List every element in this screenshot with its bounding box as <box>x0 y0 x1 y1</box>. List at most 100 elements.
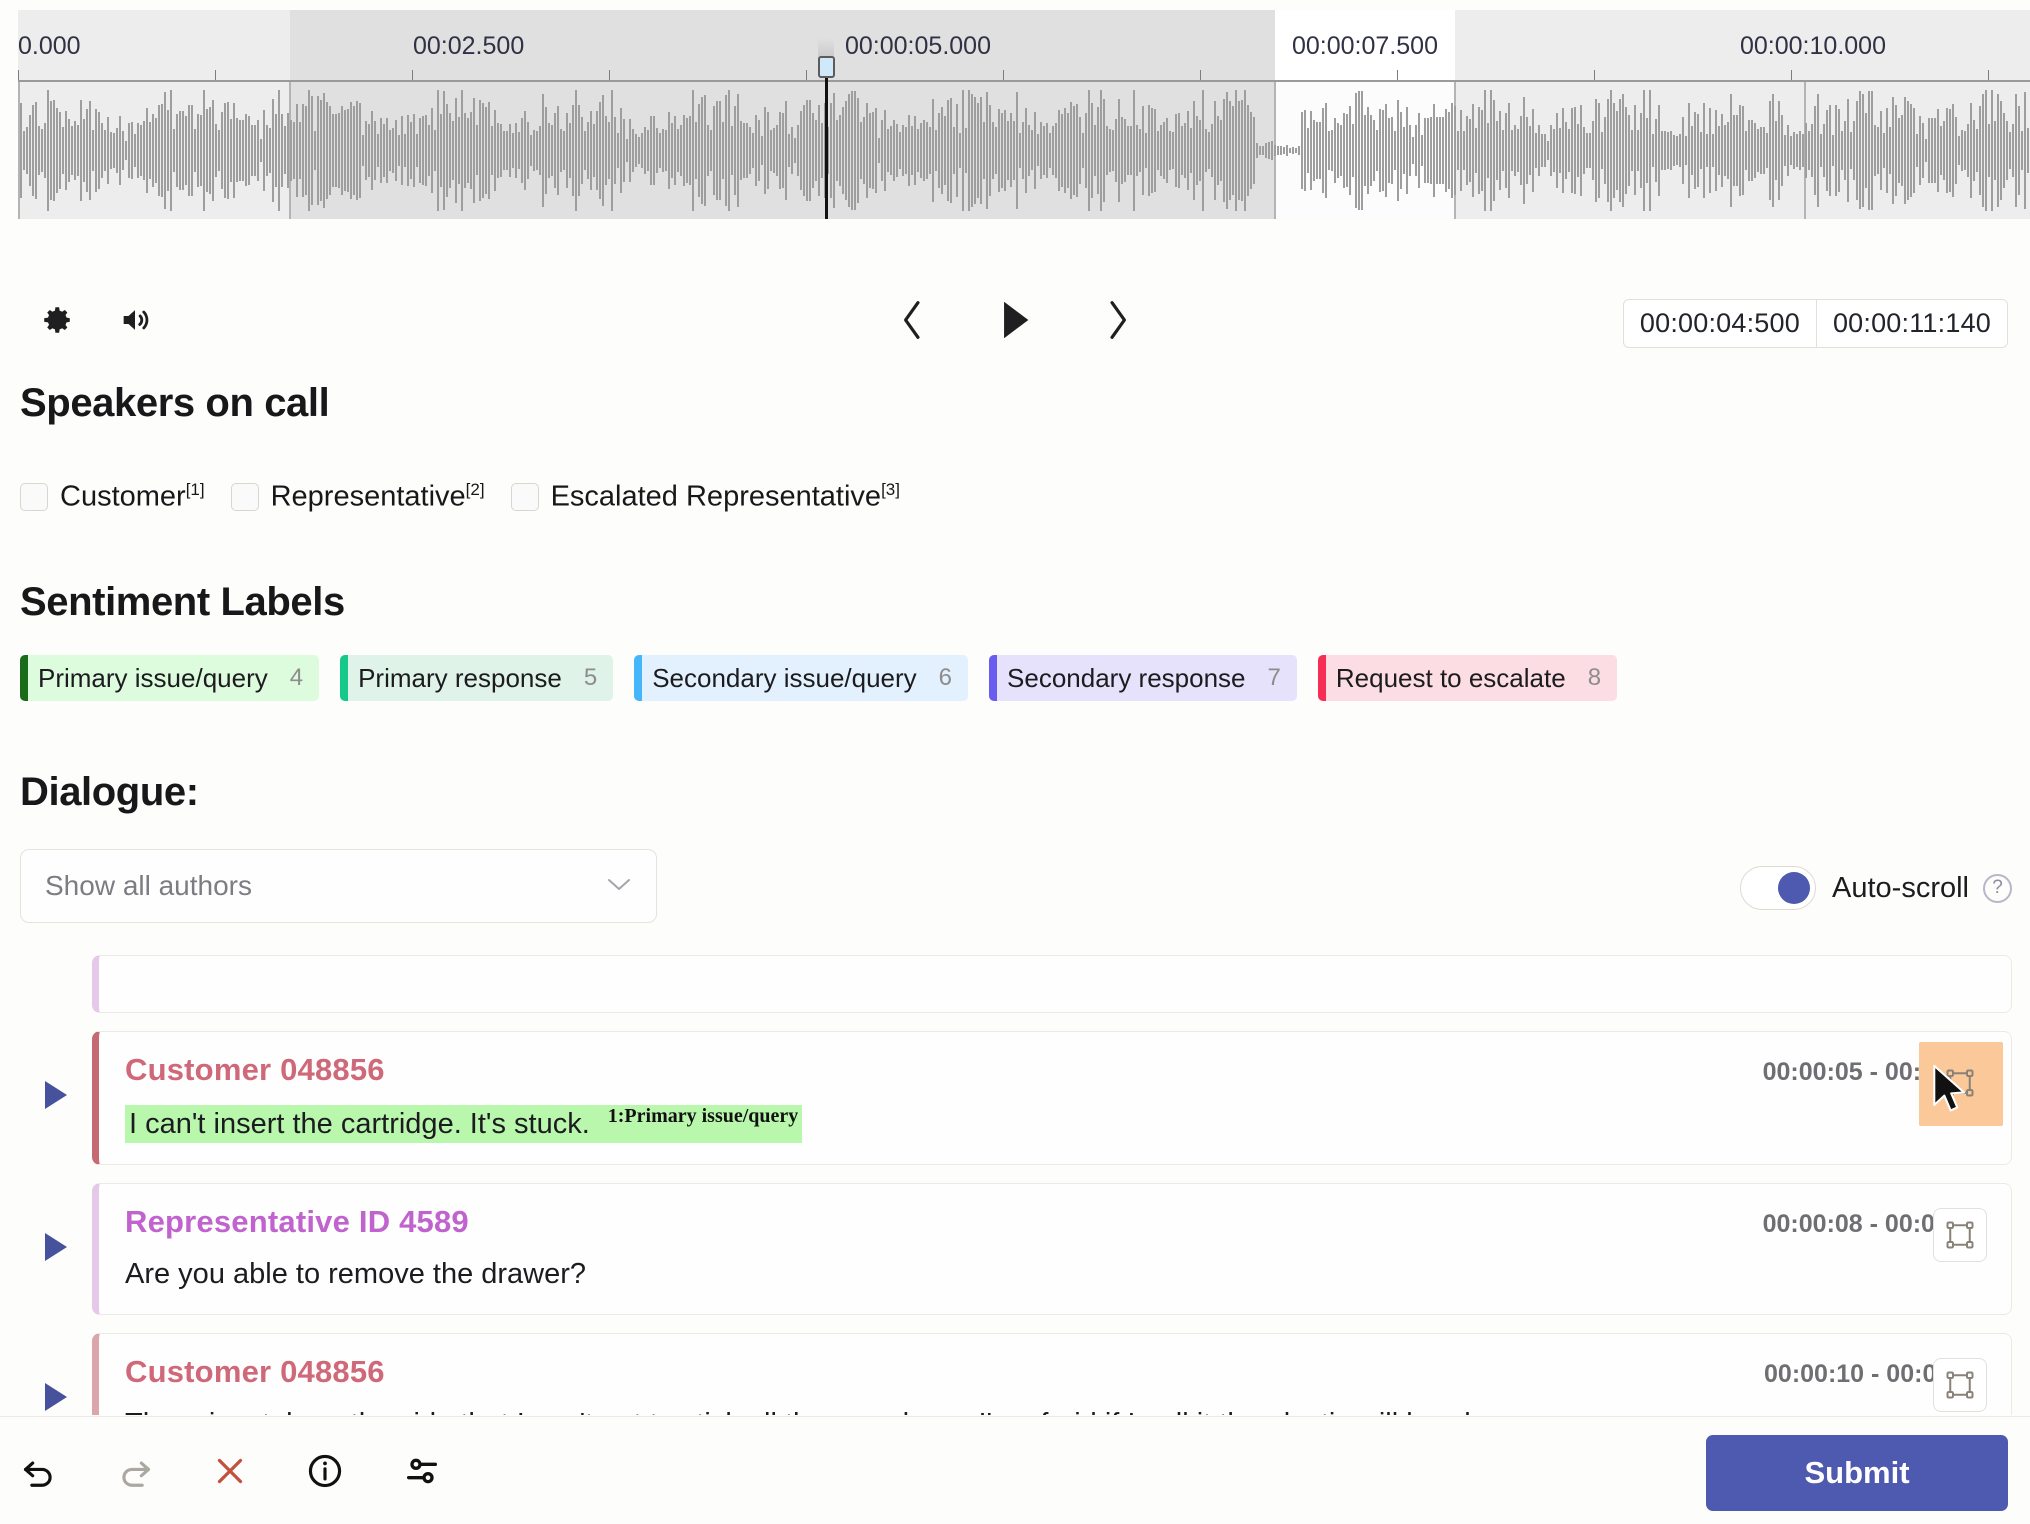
sentiment-heading: Sentiment Labels <box>20 580 345 624</box>
chip-hotkey: 6 <box>938 664 953 691</box>
clear-icon[interactable] <box>212 1453 248 1489</box>
play-icon[interactable] <box>998 299 1032 341</box>
utterance: I can't insert the cartridge. It's stuck… <box>125 1104 1985 1143</box>
gear-icon[interactable] <box>40 303 74 337</box>
speaker-checkbox-escalated-representative[interactable]: Escalated Representative[3] <box>510 480 900 514</box>
auto-scroll-toggle[interactable] <box>1740 866 1816 910</box>
sentiment-label-chip[interactable]: Secondary issue/query 6 <box>634 655 969 701</box>
play-icon[interactable] <box>45 1081 67 1109</box>
chip-color-edge <box>634 655 643 701</box>
author-filter-value: Show all authors <box>45 870 253 901</box>
time-readout-group: 00:00:04:500 00:00:11:140 <box>1622 299 2008 348</box>
list-item-partial[interactable] <box>92 955 2012 1013</box>
label-annotation: 1:Primary issue/query <box>607 1105 799 1127</box>
utterance: Are you able to remove the drawer? <box>125 1256 1985 1292</box>
submit-button[interactable]: Submit <box>1706 1435 2008 1511</box>
chevron-down-icon <box>606 876 632 897</box>
waveform-panel[interactable]: 0.000 00:02.500 00:00:05.000 00:00:07.50… <box>0 0 2030 285</box>
region-select-icon[interactable] <box>1933 1358 1987 1413</box>
speaker-label: Representative[2] <box>270 480 485 513</box>
ruler-segment <box>1275 10 1455 82</box>
speaker-label: Escalated Representative[3] <box>550 480 900 513</box>
entry-play-column <box>20 1333 92 1412</box>
region-select-icon[interactable] <box>1933 1207 1987 1262</box>
play-icon[interactable] <box>45 1383 67 1412</box>
sentiment-label-chip[interactable]: Primary response 5 <box>340 655 614 701</box>
dialogue-entry[interactable]: Customer 048856 00:00:05 - 00:00:07 I can'… <box>20 1031 2012 1165</box>
chip-label: Primary issue/query <box>38 662 268 693</box>
utterance-highlight[interactable]: I can't insert the cartridge. It's stuck… <box>125 1104 594 1143</box>
entry-play-column <box>20 1031 92 1109</box>
chip-label: Secondary response <box>1007 662 1246 693</box>
ruler-baseline <box>18 80 2030 82</box>
ruler-label-3: 00:00:07.500 <box>1292 32 1438 60</box>
utterance-text[interactable]: Are you able to remove the drawer? <box>125 1257 587 1290</box>
ruler-label-4: 00:00:10.000 <box>1740 32 1886 60</box>
ruler-segment <box>1455 10 2030 82</box>
help-circle-icon[interactable]: ? <box>1983 873 2012 903</box>
dialogue-entry[interactable]: Representative ID 4589 00:00:08 - 00:00:1… <box>20 1182 2012 1316</box>
region-end-time[interactable]: 00:00:11:140 <box>1815 300 2007 347</box>
sentiment-label-chip[interactable]: Primary issue/query 4 <box>20 655 320 701</box>
dialogue-card[interactable]: Customer 048856 00:00:05 - 00:00:07 I can'… <box>92 1031 2012 1165</box>
playhead-handle[interactable] <box>818 56 835 78</box>
speaker-checkbox-representative[interactable]: Representative[2] <box>230 480 485 514</box>
playhead[interactable] <box>825 60 828 219</box>
dialogue-list[interactable]: Customer 048856 00:00:05 - 00:00:07 I can'… <box>20 955 2012 1415</box>
dialogue-entries: Customer 048856 00:00:05 - 00:00:07 I can'… <box>20 1031 2012 1415</box>
ruler-label-2: 00:00:05.000 <box>845 32 991 60</box>
volume-icon[interactable] <box>118 303 152 337</box>
dialogue-heading: Dialogue: <box>20 770 199 814</box>
ruler-label-0: 0.000 <box>18 32 81 60</box>
chip-hotkey: 4 <box>289 664 304 691</box>
transport-bar: 00:00:04:500 00:00:11:140 <box>0 285 2030 355</box>
checkbox-box[interactable] <box>20 482 48 511</box>
region-start-time[interactable]: 00:00:04:500 <box>1639 308 1800 338</box>
chip-color-edge <box>20 655 28 701</box>
utterance-text[interactable]: There is a tab on the side that I can't … <box>125 1408 1487 1415</box>
ruler-segment <box>290 10 1275 82</box>
region-boundary[interactable] <box>18 82 20 219</box>
chip-label: Primary response <box>358 662 562 693</box>
timeline-ruler[interactable]: 0.000 00:02.500 00:00:05.000 00:00:07.50… <box>0 10 2030 82</box>
checkbox-box[interactable] <box>230 482 259 511</box>
utterance: There is a tab on the side that I can't … <box>125 1406 1985 1415</box>
chip-hotkey: 8 <box>1587 664 1602 691</box>
speaker-name: Customer 048856 <box>125 1354 385 1390</box>
ruler-label-1: 00:02.500 <box>413 32 525 60</box>
bottom-toolbar: Submit <box>0 1416 2030 1524</box>
chip-hotkey: 5 <box>583 664 598 691</box>
region-select-icon[interactable] <box>1933 1056 1987 1110</box>
redo-icon <box>116 1452 154 1490</box>
speakers-heading: Speakers on call <box>20 381 330 425</box>
sentiment-label-chip[interactable]: Secondary response 7 <box>989 655 1297 701</box>
speaker-checkbox-customer[interactable]: Customer[1] <box>20 480 205 514</box>
auto-scroll-control: Auto-scroll ? <box>1740 866 2012 910</box>
chip-color-edge <box>340 655 349 701</box>
chevron-right-icon[interactable] <box>1102 299 1132 341</box>
play-icon[interactable] <box>45 1232 67 1261</box>
ruler-segment <box>18 10 290 82</box>
chip-label: Secondary issue/query <box>652 662 917 693</box>
chip-color-edge <box>989 655 998 701</box>
chip-hotkey: 7 <box>1267 664 1281 691</box>
dialogue-card[interactable]: Representative ID 4589 00:00:08 - 00:00:1… <box>92 1182 2012 1316</box>
author-filter-select[interactable]: Show all authors <box>20 849 657 923</box>
info-icon[interactable] <box>306 1452 344 1490</box>
chip-color-edge <box>1317 655 1326 701</box>
speaker-name: Customer 048856 <box>125 1052 385 1087</box>
entry-play-column <box>20 1183 92 1261</box>
settings-sliders-icon[interactable] <box>402 1451 442 1491</box>
checkbox-box[interactable] <box>510 482 539 511</box>
chevron-left-icon[interactable] <box>898 299 928 341</box>
chip-label: Request to escalate <box>1335 662 1566 693</box>
undo-icon[interactable] <box>20 1452 58 1490</box>
speakers-checkbox-group: Customer[1] Representative[2] Escalated Re… <box>20 480 900 514</box>
sentiment-label-chip[interactable]: Request to escalate 8 <box>1317 655 1618 701</box>
waveform-canvas[interactable] <box>0 82 2030 219</box>
speaker-label: Customer[1] <box>60 480 205 513</box>
sentiment-label-group: Primary issue/query 4 Primary response 5 Sec… <box>20 655 1618 701</box>
